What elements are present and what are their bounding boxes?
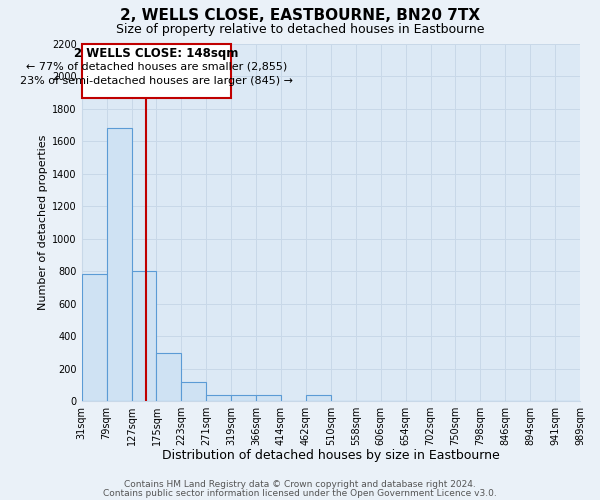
Text: 23% of semi-detached houses are larger (845) →: 23% of semi-detached houses are larger (… bbox=[20, 76, 293, 86]
Bar bbox=[306, 396, 331, 401]
FancyBboxPatch shape bbox=[82, 44, 231, 98]
Bar bbox=[206, 394, 231, 401]
Bar bbox=[82, 274, 107, 401]
Bar bbox=[131, 271, 157, 401]
Bar bbox=[231, 396, 256, 401]
Bar bbox=[256, 396, 281, 401]
Text: Contains public sector information licensed under the Open Government Licence v3: Contains public sector information licen… bbox=[103, 488, 497, 498]
Y-axis label: Number of detached properties: Number of detached properties bbox=[38, 135, 48, 310]
Bar bbox=[157, 353, 181, 401]
Text: ← 77% of detached houses are smaller (2,855): ← 77% of detached houses are smaller (2,… bbox=[26, 62, 287, 72]
X-axis label: Distribution of detached houses by size in Eastbourne: Distribution of detached houses by size … bbox=[162, 450, 500, 462]
Text: 2 WELLS CLOSE: 148sqm: 2 WELLS CLOSE: 148sqm bbox=[74, 47, 239, 60]
Text: Size of property relative to detached houses in Eastbourne: Size of property relative to detached ho… bbox=[116, 22, 484, 36]
Text: 2, WELLS CLOSE, EASTBOURNE, BN20 7TX: 2, WELLS CLOSE, EASTBOURNE, BN20 7TX bbox=[120, 8, 480, 22]
Bar bbox=[181, 382, 206, 401]
Text: Contains HM Land Registry data © Crown copyright and database right 2024.: Contains HM Land Registry data © Crown c… bbox=[124, 480, 476, 489]
Bar bbox=[107, 128, 131, 401]
